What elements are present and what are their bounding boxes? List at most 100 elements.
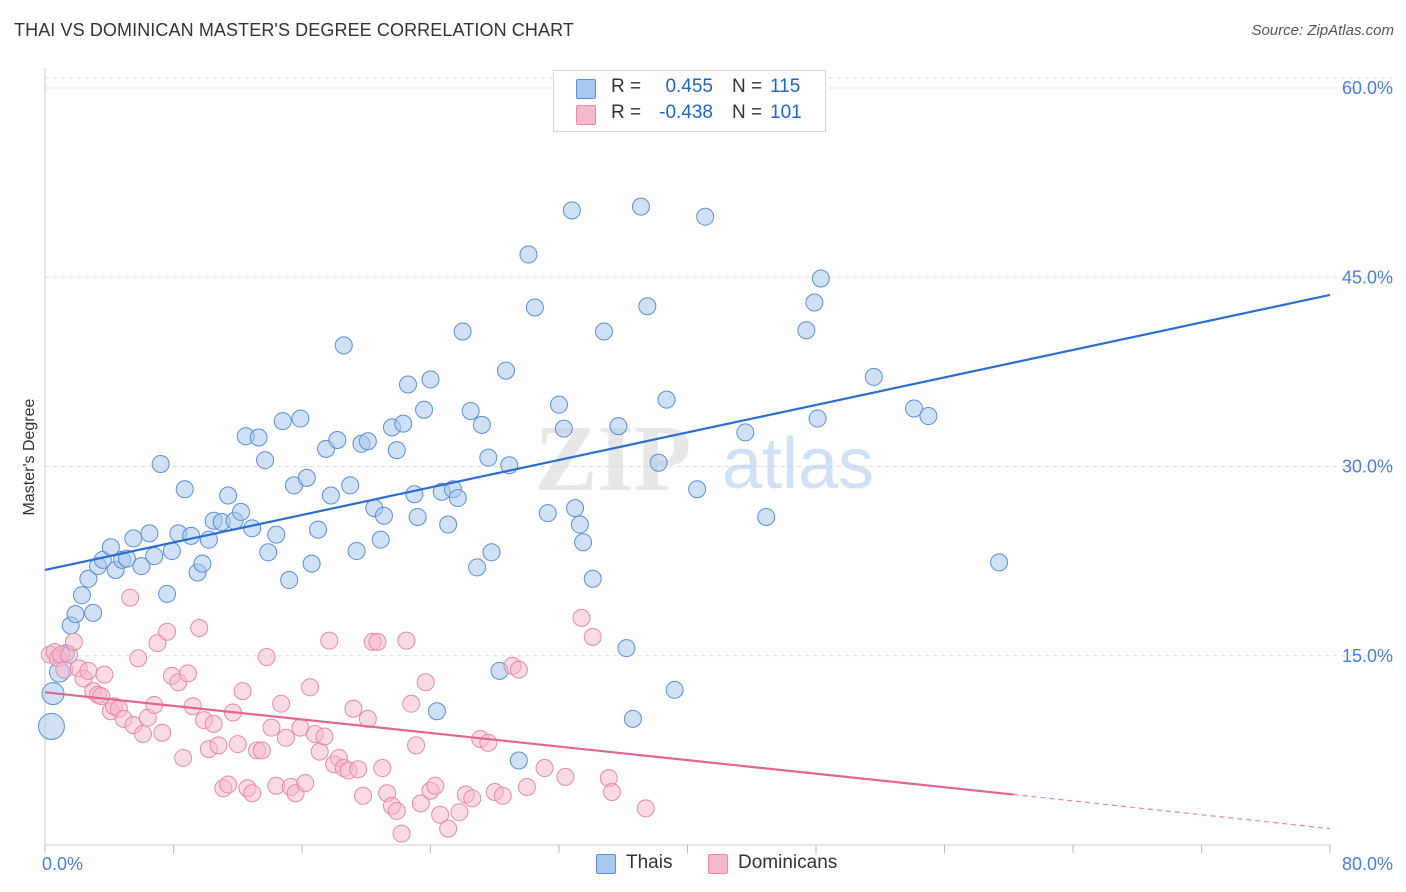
- point-thais: [347, 542, 366, 561]
- point-dominicans: [535, 759, 554, 778]
- point-dominicans: [368, 632, 387, 651]
- point-thais: [479, 448, 498, 467]
- r-value: 0.455: [665, 76, 713, 97]
- point-dominicans: [509, 660, 528, 679]
- point-thais: [472, 415, 491, 434]
- point-dominicans: [572, 608, 591, 627]
- point-dominicans: [354, 786, 373, 805]
- point-dominicans: [296, 774, 315, 793]
- point-dominicans: [204, 714, 223, 733]
- point-dominicans: [517, 777, 536, 796]
- point-thais: [399, 375, 418, 394]
- point-dominicans: [411, 794, 430, 813]
- point-dominicans: [301, 678, 320, 697]
- n-label: N =: [732, 76, 763, 97]
- point-dominicans: [344, 699, 363, 718]
- legend-stats: R = 0.455 N = 115 R = -0.438 N = 101: [553, 70, 826, 132]
- point-thais: [583, 569, 602, 588]
- series-dominicans: [40, 588, 655, 843]
- dominicans-swatch: [576, 105, 596, 125]
- legend-label: Thais: [626, 852, 673, 873]
- y-axis-title: Master's Degree: [21, 398, 38, 515]
- point-dominicans: [439, 819, 458, 838]
- dominicans-swatch: [708, 854, 728, 874]
- point-thais: [525, 298, 544, 317]
- point-thais: [609, 417, 628, 436]
- point-dominicans: [556, 767, 575, 786]
- point-thais: [358, 432, 377, 451]
- y-tick-label: 60.0%: [1342, 78, 1393, 98]
- point-dominicans: [178, 664, 197, 683]
- point-thais: [453, 322, 472, 341]
- point-dominicans: [315, 727, 334, 746]
- point-thais: [302, 554, 321, 573]
- point-thais: [291, 409, 310, 428]
- point-thais: [182, 526, 201, 545]
- trend-layer: [44, 293, 1331, 830]
- point-dominicans: [174, 748, 193, 767]
- point-thais: [439, 515, 458, 534]
- point-dominicans: [153, 723, 172, 742]
- point-thais: [631, 197, 650, 216]
- point-thais: [394, 414, 413, 433]
- r-label: R =: [611, 102, 642, 123]
- point-thais: [219, 486, 238, 505]
- legend-row-dominicans: R = -0.438 N = 101: [554, 102, 825, 128]
- point-dominicans: [252, 741, 271, 760]
- point-dominicans: [276, 728, 295, 747]
- y-tick-label: 30.0%: [1342, 457, 1393, 477]
- point-thais: [554, 419, 573, 438]
- point-thais: [864, 367, 883, 386]
- point-dominicans: [243, 784, 262, 803]
- point-dominicans: [95, 665, 114, 684]
- point-dominicans: [392, 824, 411, 843]
- point-thais: [243, 519, 262, 538]
- point-thais: [145, 547, 164, 566]
- point-thais: [415, 400, 434, 419]
- point-thais: [757, 507, 776, 526]
- point-dominicans: [129, 649, 148, 668]
- point-thais: [231, 502, 250, 521]
- point-dominicans: [121, 588, 140, 607]
- point-thais: [990, 553, 1009, 572]
- point-thais: [273, 412, 292, 431]
- point-thais: [594, 322, 613, 341]
- r-label: R =: [611, 76, 642, 97]
- trend-line-dominicans-extension: [1013, 793, 1331, 830]
- n-label: N =: [732, 102, 763, 123]
- point-thais: [538, 504, 557, 523]
- point-dominicans: [209, 736, 228, 755]
- source-label: Source: ZipAtlas.com: [1251, 22, 1394, 39]
- point-dominicans: [349, 760, 368, 779]
- point-thais: [84, 603, 103, 622]
- point-thais: [570, 515, 589, 534]
- point-thais: [904, 399, 923, 418]
- point-thais: [617, 639, 636, 658]
- point-dominicans: [397, 631, 416, 650]
- point-thais: [321, 486, 340, 505]
- point-dominicans: [133, 724, 152, 743]
- point-thais: [140, 524, 159, 543]
- point-thais: [72, 586, 91, 605]
- point-thais: [482, 543, 501, 562]
- thais-swatch: [596, 854, 616, 874]
- point-thais: [267, 525, 286, 544]
- trend-line-thais: [44, 293, 1331, 572]
- series-thais: [37, 197, 1009, 770]
- point-dominicans: [219, 775, 238, 794]
- point-dominicans: [64, 632, 83, 651]
- thais-swatch: [576, 79, 596, 99]
- point-thais: [124, 529, 143, 548]
- point-dominicans: [426, 776, 445, 795]
- point-thais: [566, 499, 585, 518]
- point-thais: [808, 409, 827, 428]
- point-thais: [811, 269, 830, 288]
- point-dominicans: [79, 661, 98, 680]
- point-dominicans: [373, 759, 392, 778]
- point-thais: [665, 680, 684, 699]
- chart-title: THAI VS DOMINICAN MASTER'S DEGREE CORREL…: [14, 20, 574, 40]
- point-thais: [408, 507, 427, 526]
- point-thais: [562, 201, 581, 220]
- x-tick-label: 80.0%: [1342, 854, 1393, 874]
- point-thais: [550, 395, 568, 414]
